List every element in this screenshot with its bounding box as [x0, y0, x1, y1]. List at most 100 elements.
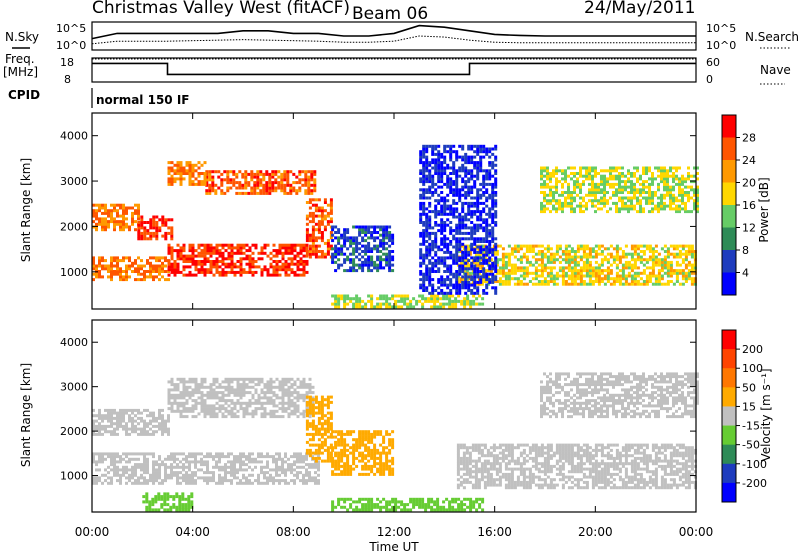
- scatter-cell: [648, 250, 652, 253]
- scatter-cell: [146, 237, 150, 241]
- scatter-cell: [693, 207, 696, 211]
- scatter-cell: [687, 247, 691, 251]
- scatter-cell: [627, 199, 630, 203]
- scatter-cell: [343, 299, 347, 303]
- scatter-cell: [287, 415, 291, 419]
- scatter-cell: [476, 289, 480, 292]
- scatter-cell: [299, 262, 303, 266]
- scatter-cell: [666, 247, 670, 251]
- scatter-cell: [167, 430, 170, 434]
- scatter-cell: [428, 253, 432, 257]
- scatter-cell: [173, 465, 176, 469]
- scatter-cell: [440, 169, 444, 173]
- scatter-cell: [200, 262, 204, 266]
- scatter-cell: [104, 220, 107, 224]
- scatter-cell: [672, 172, 675, 175]
- scatter-cell: [287, 393, 291, 397]
- scatter-cell: [323, 228, 327, 232]
- scatter-cell: [660, 207, 663, 211]
- scatter-cell: [385, 302, 389, 306]
- scatter-cell: [98, 479, 101, 483]
- scatter-cell: [137, 270, 140, 273]
- scatter-cell: [208, 175, 212, 179]
- scatter-cell: [317, 255, 321, 259]
- scatter-cell: [421, 294, 425, 298]
- scatter-cell: [456, 280, 460, 283]
- scatter-cell: [651, 269, 655, 273]
- scatter-cell: [215, 396, 219, 400]
- scatter-cell: [203, 455, 206, 459]
- scatter-cell: [329, 231, 333, 234]
- scatter-cell: [452, 283, 456, 287]
- scatter-cell: [167, 391, 171, 395]
- scatter-cell: [251, 457, 254, 461]
- scatter-cell: [245, 407, 249, 411]
- scatter-cell: [128, 228, 131, 232]
- scatter-cell: [624, 174, 627, 178]
- scatter-cell: [251, 460, 254, 464]
- scatter-cell: [455, 289, 459, 292]
- scatter-cell: [476, 218, 480, 222]
- scatter-cell: [298, 178, 302, 182]
- scatter-cell: [272, 260, 276, 263]
- scatter-cell: [215, 455, 218, 459]
- scatter-cell: [555, 201, 558, 205]
- scatter-cell: [92, 225, 95, 229]
- scatter-cell: [116, 272, 119, 276]
- scatter-cell: [182, 377, 186, 381]
- scatter-cell: [636, 244, 640, 248]
- scatter-cell: [116, 270, 119, 273]
- scatter-cell: [250, 186, 254, 190]
- scatter-cell: [452, 286, 456, 290]
- scatter-cell: [257, 479, 260, 483]
- scatter-cell: [302, 457, 305, 461]
- scatter-cell: [391, 305, 395, 309]
- scatter-cell: [543, 204, 546, 208]
- scatter-cell: [510, 271, 514, 275]
- scatter-cell: [149, 270, 152, 273]
- scatter-cell: [113, 460, 116, 464]
- scatter-cell: [422, 155, 426, 159]
- scatter-cell: [443, 147, 447, 151]
- scatter-cell: [257, 399, 261, 403]
- scatter-cell: [358, 231, 362, 234]
- scatter-cell: [434, 234, 438, 238]
- scatter-cell: [669, 191, 672, 194]
- scatter-cell: [194, 268, 198, 272]
- scatter-cell: [422, 144, 426, 148]
- scatter-cell: [197, 268, 201, 272]
- scatter-cell: [443, 158, 447, 162]
- scatter-cell: [314, 471, 317, 475]
- scatter-cell: [197, 391, 201, 395]
- scatter-cell: [176, 172, 180, 175]
- scatter-cell: [594, 271, 598, 275]
- scatter-cell: [449, 207, 453, 211]
- scatter-cell: [95, 228, 98, 232]
- scatter-cell: [382, 302, 386, 306]
- scatter-cell: [555, 252, 559, 256]
- scatter-cell: [125, 264, 128, 268]
- scatter-cell: [182, 385, 186, 389]
- scatter-cell: [455, 259, 459, 263]
- scatter-cell: [466, 297, 470, 301]
- scatter-cell: [110, 476, 113, 480]
- scatter-cell: [485, 259, 489, 263]
- scatter-cell: [419, 196, 423, 200]
- scatter-cell: [170, 407, 174, 411]
- scatter-cell: [286, 181, 290, 185]
- scatter-cell: [311, 250, 315, 253]
- scatter-cell: [146, 457, 149, 461]
- scatter-cell: [212, 388, 216, 392]
- scatter-cell: [627, 260, 631, 264]
- scatter-cell: [206, 463, 209, 467]
- scatter-cell: [149, 422, 152, 426]
- scatter-cell: [364, 263, 368, 267]
- scatter-cell: [346, 297, 350, 301]
- scatter-cell: [233, 404, 237, 408]
- scatter-cell: [555, 210, 558, 214]
- scatter-cell: [482, 291, 486, 295]
- scatter-cell: [287, 257, 291, 261]
- scatter-cell: [317, 465, 320, 469]
- scatter-cell: [455, 223, 459, 227]
- scatter-cell: [140, 278, 143, 282]
